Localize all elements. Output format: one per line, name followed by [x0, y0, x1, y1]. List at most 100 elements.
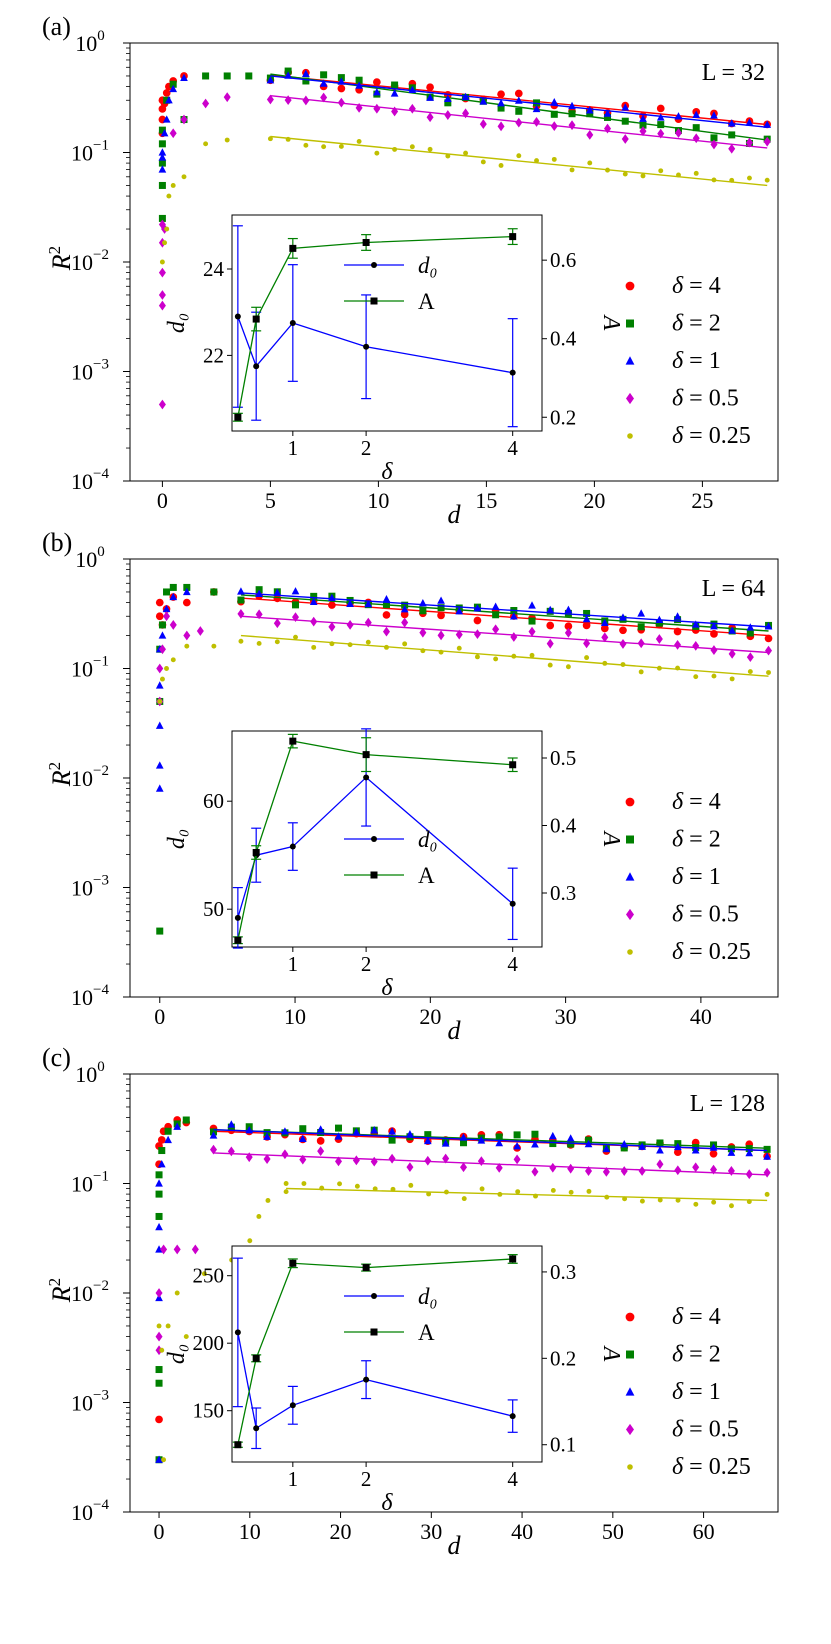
data-point — [317, 1146, 325, 1157]
inset-d0-point — [289, 1402, 296, 1409]
inset-right-tick-label: 0.3 — [550, 1260, 576, 1284]
data-point — [583, 638, 591, 649]
inset-left-label: d₀ — [164, 1344, 190, 1364]
data-point — [586, 1188, 592, 1194]
y-tick-label: 10−4 — [71, 1497, 109, 1525]
legend-marker — [627, 949, 633, 955]
inset-right-tick-label: 0.6 — [550, 248, 576, 272]
data-point — [335, 1124, 343, 1132]
data-point — [766, 670, 771, 675]
x-tick-label: 20 — [419, 1004, 441, 1029]
data-point — [245, 1152, 253, 1163]
data-point — [728, 648, 736, 659]
x-tick-label: 30 — [420, 1519, 442, 1544]
data-point — [745, 118, 754, 126]
inset-left-tick-label: 60 — [203, 789, 224, 813]
inset-d0-point — [253, 363, 260, 370]
series-δ = 4 — [155, 588, 773, 643]
data-point — [568, 1189, 574, 1195]
y-tick-label: 10−3 — [71, 1388, 109, 1416]
data-point — [157, 1136, 166, 1144]
data-point — [158, 290, 166, 300]
data-point — [640, 173, 646, 179]
data-point — [437, 611, 445, 620]
data-point — [621, 103, 630, 111]
panel-label: (a) — [42, 12, 71, 41]
inset-A-point — [362, 751, 370, 759]
data-point — [437, 596, 445, 604]
data-point — [550, 1187, 556, 1193]
y-axis-label: R2 — [45, 1278, 76, 1303]
data-point — [763, 1167, 771, 1178]
inset-legend-A-label: A — [418, 289, 435, 314]
data-point — [569, 167, 575, 173]
legend-marker — [626, 1350, 634, 1359]
data-point — [265, 1198, 271, 1203]
inset-legend-d0-marker — [371, 1293, 377, 1299]
data-point — [763, 1152, 771, 1160]
data-point — [401, 617, 409, 628]
data-point — [391, 81, 399, 89]
fit-line — [240, 592, 769, 628]
data-point — [337, 1181, 342, 1187]
series-δ = 0.5 — [156, 608, 773, 707]
legend-label: δ = 0.25 — [672, 1454, 751, 1480]
legend-label: δ = 0.25 — [672, 423, 751, 449]
data-point — [423, 1136, 432, 1145]
inset-A-point — [252, 849, 260, 856]
data-point — [364, 599, 373, 608]
data-point — [564, 627, 572, 638]
data-point — [765, 645, 773, 656]
data-point — [673, 1148, 682, 1157]
x-tick-label: 25 — [691, 488, 713, 513]
data-point — [534, 158, 539, 164]
data-point — [533, 117, 541, 127]
data-point — [462, 108, 470, 119]
data-point — [169, 128, 177, 139]
data-point — [155, 1212, 163, 1220]
inset-right-tick-label: 0.4 — [550, 327, 577, 351]
inset-legend-d0-label: d₀ — [418, 1284, 438, 1309]
legend-marker — [627, 1464, 633, 1470]
data-point — [479, 119, 487, 129]
inset-A-point — [234, 413, 242, 421]
data-point — [567, 1163, 575, 1174]
data-point — [495, 1162, 503, 1173]
data-point — [455, 606, 464, 615]
data-point — [419, 627, 427, 638]
inset-right-tick-label: 0.2 — [550, 1346, 576, 1370]
y-tick-label: 100 — [75, 28, 105, 56]
data-point — [622, 171, 628, 177]
data-point — [162, 240, 168, 246]
data-point — [155, 1366, 163, 1374]
legend-label: δ = 0.5 — [672, 386, 739, 412]
data-point — [497, 99, 505, 107]
series-δ = 0.25 — [157, 634, 771, 704]
data-point — [181, 174, 187, 180]
data-point — [565, 664, 571, 670]
data-point — [746, 629, 754, 637]
legend-marker — [626, 319, 634, 328]
data-point — [455, 629, 463, 640]
data-point — [528, 617, 536, 625]
data-point — [709, 1149, 718, 1158]
data-point — [155, 1288, 163, 1298]
data-point — [155, 1415, 163, 1424]
legend-marker — [626, 1423, 634, 1436]
inset-A-point — [252, 315, 260, 323]
data-point — [513, 1141, 521, 1150]
series-δ = 2 — [158, 67, 771, 222]
data-point — [400, 605, 409, 613]
y-axis-label: R2 — [45, 762, 76, 787]
data-point — [426, 112, 434, 123]
data-point — [656, 104, 665, 113]
data-point — [191, 1244, 199, 1255]
y-tick-label: 100 — [75, 544, 105, 572]
inset-legend-A-marker — [370, 1328, 378, 1336]
data-point — [364, 617, 372, 628]
inset-d0-point — [289, 843, 296, 850]
x-axis-ticks: 0 5 10 15 20 25 — [157, 481, 713, 513]
data-point — [491, 602, 500, 610]
data-point — [382, 626, 390, 637]
